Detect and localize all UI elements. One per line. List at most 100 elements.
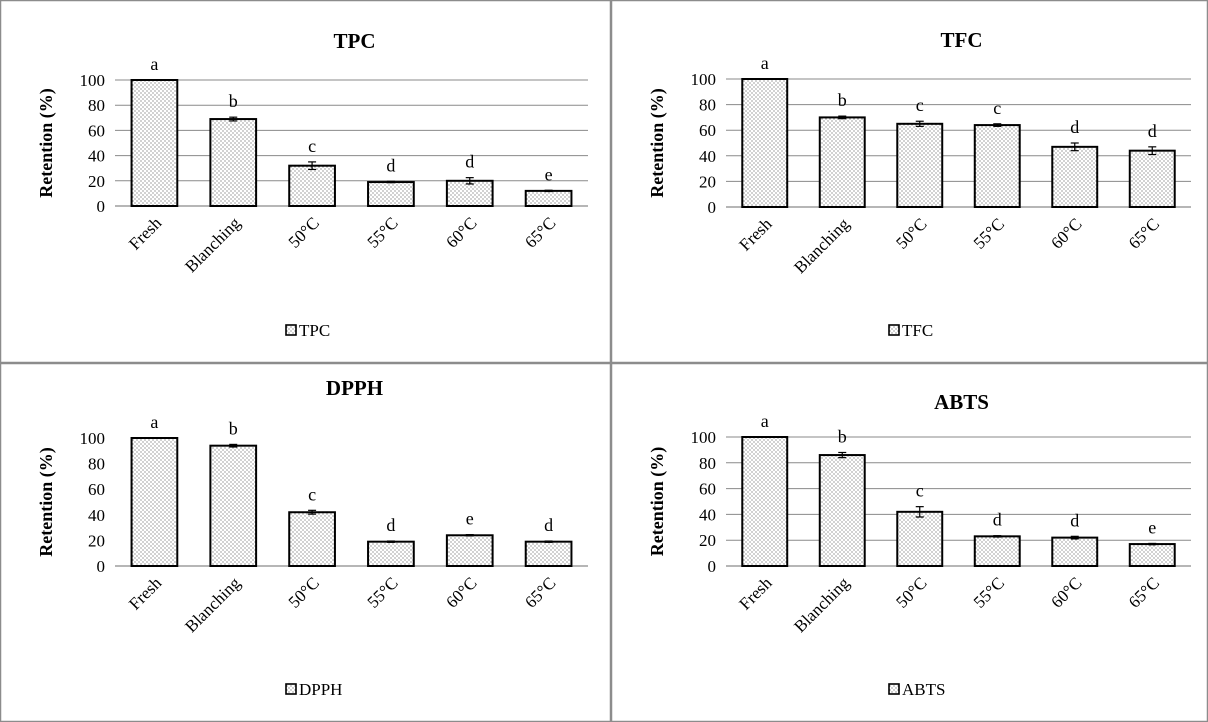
- abts-bar: [741, 436, 789, 567]
- abts-y-axis-label: Retention (%): [647, 447, 668, 556]
- dpph-x-tick-label: 60°C: [442, 573, 480, 611]
- tpc-bar: [524, 189, 573, 208]
- tpc-chart-title: TPC: [334, 29, 376, 53]
- abts-x-tick-label: 60°C: [1047, 573, 1085, 611]
- dpph-bar-label: b: [229, 418, 238, 438]
- abts-legend-swatch: [888, 683, 900, 695]
- abts-bar: [818, 454, 866, 567]
- tpc-bar-label: c: [308, 136, 316, 156]
- dpph-x-tick-label: 55°C: [363, 573, 401, 611]
- dpph-bar-label: e: [466, 509, 474, 529]
- tfc-y-tick-label: 60: [699, 121, 716, 140]
- tfc-chart: TFC Retention (%) 0 20 40 60 80 100 a Fresh b Blanc…: [611, 0, 1208, 363]
- abts-legend: ABTS: [888, 680, 945, 699]
- tfc-x-tick-label: 65°C: [1125, 214, 1163, 252]
- dpph-x-tick-label: 50°C: [285, 573, 323, 611]
- dpph-y-tick-label: 0: [97, 557, 106, 576]
- tfc-bar-label: d: [1070, 117, 1079, 137]
- tpc-x-tick-label: Blanching: [181, 213, 244, 276]
- tfc-chart-title: TFC: [941, 28, 983, 52]
- dpph-bar: [209, 444, 258, 567]
- abts-bar-label: b: [838, 426, 847, 446]
- tpc-bar: [445, 179, 494, 208]
- tpc-y-tick-label: 100: [80, 71, 106, 90]
- abts-bar: [1051, 536, 1099, 567]
- tpc-bar-label: d: [465, 152, 474, 172]
- dpph-x-tick-label: Fresh: [125, 573, 166, 614]
- dpph-x-tick-label: 65°C: [521, 573, 559, 611]
- tfc-y-tick-label: 40: [699, 147, 716, 166]
- tfc-x-tick-label: Blanching: [790, 214, 853, 277]
- tpc-bar-label: d: [386, 155, 395, 175]
- tpc-legend-label: TPC: [299, 321, 330, 340]
- tpc-x-tick-label: 50°C: [285, 213, 323, 251]
- tpc-y-tick-label: 40: [88, 147, 105, 166]
- tfc-bar: [741, 78, 789, 208]
- tfc-bar: [896, 122, 944, 208]
- tfc-bar-label: c: [993, 98, 1001, 118]
- tfc-y-tick-label: 100: [691, 70, 717, 89]
- tpc-chart: TPC Retention (%) 0 20 40 60 80 100 a Fresh b Blanc…: [0, 0, 611, 363]
- tpc-y-tick-label: 60: [88, 121, 105, 140]
- tfc-x-tick-label: 50°C: [892, 214, 930, 252]
- tpc-y-tick-label: 80: [88, 96, 105, 115]
- abts-chart: ABTS Retention (%) 0 20 40 60 80 100 a Fresh b Blan…: [611, 363, 1208, 722]
- dpph-bar: [130, 437, 179, 567]
- dpph-legend: DPPH: [285, 680, 342, 699]
- tpc-x-tick-label: Fresh: [125, 213, 166, 254]
- dpph-chart-title: DPPH: [326, 376, 383, 400]
- dpph-x-tick-label: Blanching: [181, 573, 244, 636]
- abts-y-tick-label: 40: [699, 505, 716, 524]
- tpc-legend-swatch: [285, 324, 297, 336]
- tfc-y-tick-label: 20: [699, 172, 716, 191]
- tfc-bar-label: c: [916, 95, 924, 115]
- abts-bar-label: e: [1148, 517, 1156, 537]
- dpph-bar: [445, 534, 494, 567]
- abts-y-tick-label: 0: [708, 557, 717, 576]
- tpc-bar: [288, 164, 336, 207]
- tpc-y-tick-label: 20: [88, 172, 105, 191]
- dpph-bar-label: d: [386, 515, 395, 535]
- tpc-x-tick-label: 60°C: [442, 213, 480, 251]
- abts-bar-label: d: [993, 510, 1002, 530]
- dpph-bar: [524, 540, 573, 567]
- tfc-bar-label: d: [1148, 121, 1157, 141]
- tfc-y-tick-label: 80: [699, 96, 716, 115]
- dpph-chart: DPPH Retention (%) 0 20 40 60 80 100 a Fresh b Blan…: [0, 363, 611, 722]
- abts-bar-label: c: [916, 481, 924, 501]
- tfc-x-tick-label: 55°C: [970, 214, 1008, 252]
- abts-legend-label: ABTS: [902, 680, 945, 699]
- abts-y-tick-label: 100: [691, 428, 717, 447]
- abts-x-tick-label: 55°C: [970, 573, 1008, 611]
- abts-bar: [1128, 543, 1176, 568]
- dpph-bar-label: a: [150, 412, 158, 432]
- tfc-bar-label: b: [838, 90, 847, 110]
- abts-bar-label: a: [761, 411, 769, 431]
- abts-x-tick-label: Fresh: [735, 573, 776, 614]
- tpc-bar: [367, 181, 415, 207]
- dpph-y-axis-label: Retention (%): [36, 447, 57, 556]
- dpph-y-tick-label: 40: [88, 506, 105, 525]
- tfc-legend-swatch: [888, 324, 900, 336]
- tpc-y-axis-label: Retention (%): [36, 88, 57, 197]
- tfc-x-tick-label: 60°C: [1047, 214, 1085, 252]
- abts-bar: [896, 510, 944, 568]
- dpph-y-tick-label: 60: [88, 480, 105, 499]
- tfc-bar-label: a: [761, 53, 769, 73]
- abts-y-tick-label: 20: [699, 531, 716, 550]
- tfc-bar: [973, 124, 1021, 208]
- tfc-bar: [1128, 149, 1176, 208]
- tfc-x-tick-label: Fresh: [735, 214, 776, 255]
- tpc-bar-label: b: [229, 91, 238, 111]
- dpph-y-tick-label: 100: [80, 429, 106, 448]
- tfc-bar: [1051, 145, 1099, 208]
- dpph-bar: [288, 511, 336, 568]
- dpph-legend-swatch: [285, 683, 297, 695]
- tpc-x-tick-label: 55°C: [363, 213, 401, 251]
- abts-bar-label: d: [1070, 510, 1079, 530]
- tfc-legend: TFC: [888, 321, 933, 340]
- abts-x-tick-label: 65°C: [1125, 573, 1163, 611]
- dpph-bar-label: d: [544, 515, 553, 535]
- tpc-x-tick-label: 65°C: [521, 213, 559, 251]
- abts-y-tick-label: 80: [699, 454, 716, 473]
